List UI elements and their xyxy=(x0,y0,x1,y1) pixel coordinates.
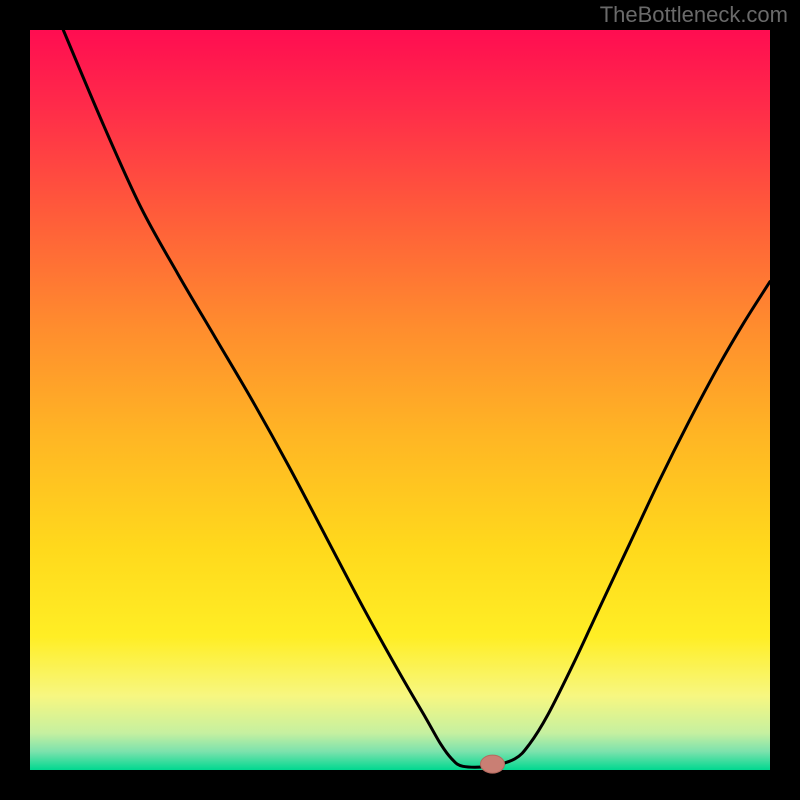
optimal-point-marker xyxy=(481,755,505,773)
bottleneck-chart xyxy=(0,0,800,800)
watermark-text: TheBottleneck.com xyxy=(600,2,788,28)
chart-container: TheBottleneck.com xyxy=(0,0,800,800)
gradient-background xyxy=(30,30,770,770)
